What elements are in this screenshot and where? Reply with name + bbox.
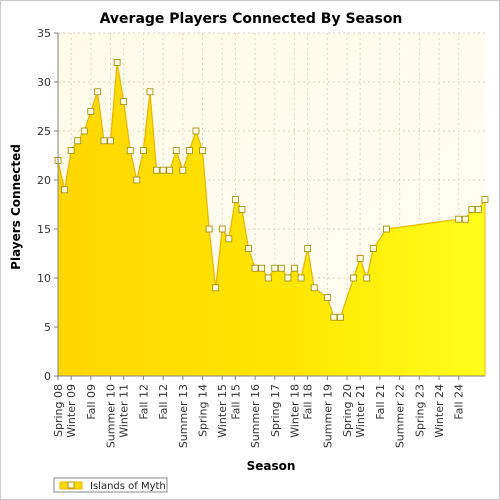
data-point-marker bbox=[185, 147, 193, 155]
x-tick-label: Winter 15 bbox=[216, 384, 229, 438]
y-tick-label: 10 bbox=[37, 272, 51, 285]
data-point-marker bbox=[481, 196, 489, 204]
x-tick-label: Fall 24 bbox=[453, 384, 466, 420]
data-point-marker bbox=[126, 147, 134, 155]
data-point-marker bbox=[291, 264, 298, 272]
x-tick-label: Fall 15 bbox=[229, 384, 242, 420]
data-point-marker bbox=[455, 215, 463, 223]
x-tick-label: Fall 09 bbox=[85, 384, 98, 420]
x-tick-label: Fall 12 bbox=[157, 384, 170, 420]
data-point-marker bbox=[133, 176, 141, 184]
data-point-marker bbox=[356, 254, 364, 262]
data-point-marker bbox=[225, 235, 233, 243]
data-point-marker bbox=[383, 225, 390, 233]
legend-marker bbox=[67, 481, 75, 489]
y-tick-label: 35 bbox=[37, 27, 51, 40]
axes bbox=[57, 33, 485, 377]
x-tick-label: Summer 13 bbox=[177, 384, 190, 448]
x-tick-label: Fall 12 bbox=[137, 384, 150, 420]
x-tick-label: Spring 20 bbox=[341, 384, 354, 437]
data-point-marker bbox=[245, 245, 252, 253]
data-point-marker bbox=[139, 147, 147, 155]
data-point-marker bbox=[271, 264, 279, 272]
data-point-marker bbox=[258, 264, 266, 272]
x-tick-label: Summer 16 bbox=[249, 384, 262, 448]
y-axis-title: Players Connected bbox=[9, 144, 23, 270]
data-point-marker bbox=[159, 166, 167, 174]
x-tick-label: Fall 21 bbox=[374, 384, 387, 420]
data-point-marker bbox=[74, 137, 82, 145]
data-point-marker bbox=[238, 205, 246, 213]
x-tick-label: Summer 19 bbox=[321, 384, 334, 448]
data-point-marker bbox=[192, 127, 200, 135]
data-point-marker bbox=[363, 274, 371, 282]
data-point-marker bbox=[475, 205, 482, 213]
data-point-marker bbox=[61, 186, 68, 194]
data-point-marker bbox=[297, 274, 305, 282]
data-point-marker bbox=[87, 108, 95, 115]
data-point-marker bbox=[199, 147, 206, 155]
data-point-marker bbox=[166, 166, 174, 174]
data-point-marker bbox=[277, 264, 285, 272]
y-tick-label: 25 bbox=[37, 125, 51, 138]
data-point-marker bbox=[218, 225, 226, 233]
data-point-marker bbox=[468, 205, 476, 213]
y-tick-label: 20 bbox=[37, 174, 51, 187]
data-point-marker bbox=[337, 313, 344, 321]
x-tick-label: Fall 18 bbox=[302, 384, 315, 420]
x-tick-label: Winter 09 bbox=[65, 384, 78, 438]
data-point-marker bbox=[153, 166, 160, 174]
data-point-marker bbox=[304, 245, 312, 253]
x-tick-label: Winter 21 bbox=[354, 384, 367, 438]
x-tick-label: Spring 17 bbox=[269, 384, 282, 437]
x-tick-label: Summer 10 bbox=[105, 384, 118, 448]
data-point-marker bbox=[80, 127, 88, 135]
data-point-marker bbox=[330, 313, 338, 321]
y-tick-label: 30 bbox=[37, 76, 51, 89]
data-point-marker bbox=[369, 245, 377, 253]
x-tick-label: Winter 11 bbox=[118, 384, 131, 438]
data-point-marker bbox=[323, 294, 331, 302]
y-tick-label: 5 bbox=[44, 321, 51, 334]
x-tick-label: Spring 23 bbox=[413, 384, 426, 437]
y-tick-label: 15 bbox=[37, 223, 51, 236]
data-point-marker bbox=[231, 196, 239, 204]
x-tick-label: Winter 18 bbox=[288, 384, 301, 438]
data-point-marker bbox=[350, 274, 358, 282]
legend: Islands of Myth bbox=[53, 477, 168, 493]
data-point-marker bbox=[310, 284, 318, 292]
data-point-marker bbox=[172, 147, 180, 155]
x-tick-label: Winter 24 bbox=[433, 384, 446, 438]
data-point-marker bbox=[205, 225, 213, 233]
y-axis-ticks: 0 5 10 15 20 25 30 35 bbox=[37, 27, 58, 383]
data-point-marker bbox=[251, 264, 259, 272]
data-point-marker bbox=[120, 98, 128, 105]
x-tick-label: Spring 08 bbox=[52, 384, 65, 437]
x-tick-label: Summer 22 bbox=[394, 384, 407, 448]
data-point-marker bbox=[179, 166, 187, 174]
chart-title: Average Players Connected By Season bbox=[100, 11, 403, 27]
x-axis-title: Season bbox=[247, 459, 296, 473]
series-markers bbox=[54, 59, 489, 321]
data-point-marker bbox=[264, 274, 272, 282]
data-point-marker bbox=[100, 137, 108, 145]
x-tick-label: Spring 14 bbox=[197, 384, 210, 437]
data-point-marker bbox=[284, 274, 292, 282]
legend-label: Islands of Myth bbox=[90, 481, 166, 492]
data-point-marker bbox=[212, 284, 220, 292]
data-point-marker bbox=[113, 59, 121, 66]
data-point-marker bbox=[107, 137, 114, 145]
data-point-marker bbox=[94, 88, 101, 96]
y-tick-label: 0 bbox=[44, 370, 51, 383]
data-point-marker bbox=[146, 88, 154, 96]
data-point-marker bbox=[461, 215, 469, 223]
x-axis-ticks: Spring 08 Winter 09 Fall 09 Summer 10 Winter… bbox=[52, 376, 466, 448]
data-point-marker bbox=[67, 147, 75, 155]
